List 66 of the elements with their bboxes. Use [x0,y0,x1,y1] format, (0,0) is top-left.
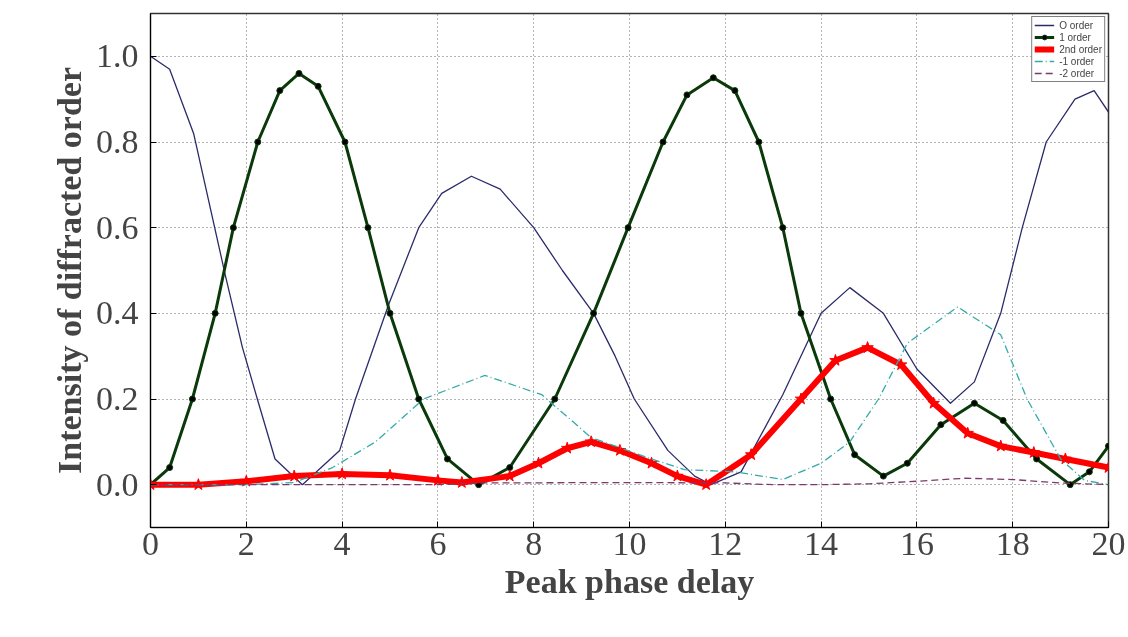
x-tick-label: 16 [899,524,934,562]
point [755,138,763,146]
y-axis-title: Intensity of diffracted order [51,67,88,474]
legend-label: 1 order [1059,31,1091,43]
point [415,395,423,403]
point [551,395,559,403]
x-tick-label: 10 [612,524,647,562]
point [335,467,349,480]
x-tick-label: 2 [237,524,255,562]
point [314,82,322,90]
point [211,309,219,317]
point [229,224,237,232]
point [1085,468,1093,476]
point [683,91,691,99]
point [903,459,911,467]
point [744,448,758,461]
point [927,396,940,409]
point [506,464,514,472]
point [386,309,394,317]
x-tick-label: 4 [333,524,351,562]
x-tick-label: 0 [142,524,159,562]
point [341,138,349,146]
point [961,426,974,439]
x-axis-title: Peak phase delay [504,562,755,600]
legend-label: 2nd order [1059,43,1102,55]
point [851,451,859,459]
point [590,309,598,317]
point [659,138,667,146]
point [827,395,835,403]
point [287,469,301,482]
legend-label: -2 order [1059,67,1095,79]
y-tick-label: 0.2 [96,380,139,417]
y-tick-label: 1.0 [96,37,139,75]
point [731,87,739,95]
x-tick-label: 8 [525,524,543,562]
point [364,224,372,232]
point [624,224,632,232]
point [999,416,1007,424]
point [1066,481,1074,489]
y-tick-label: 0.8 [96,123,139,160]
point [970,399,978,407]
x-tick-label: 12 [708,524,743,562]
point [613,443,627,456]
point [295,69,303,77]
y-tick-label: 0.6 [96,208,139,246]
point [188,395,196,403]
point [584,435,598,448]
y-tick-label: 0.0 [96,465,139,503]
y-tick-label: 0.4 [96,294,139,332]
x-tick-label: 6 [429,524,447,562]
point [797,309,805,317]
point [937,421,945,429]
x-tick-label: 18 [995,524,1030,562]
point [443,455,451,463]
point [794,392,808,405]
legend-label: O order [1059,19,1094,31]
point [779,224,787,232]
x-tick-label: 20 [1091,524,1126,562]
point [879,472,887,480]
point [861,341,874,353]
point [166,464,174,472]
point [276,87,284,95]
x-tick-label: 14 [804,524,839,562]
point [709,74,717,82]
point [254,138,262,146]
legend-label: -1 order [1059,55,1095,67]
